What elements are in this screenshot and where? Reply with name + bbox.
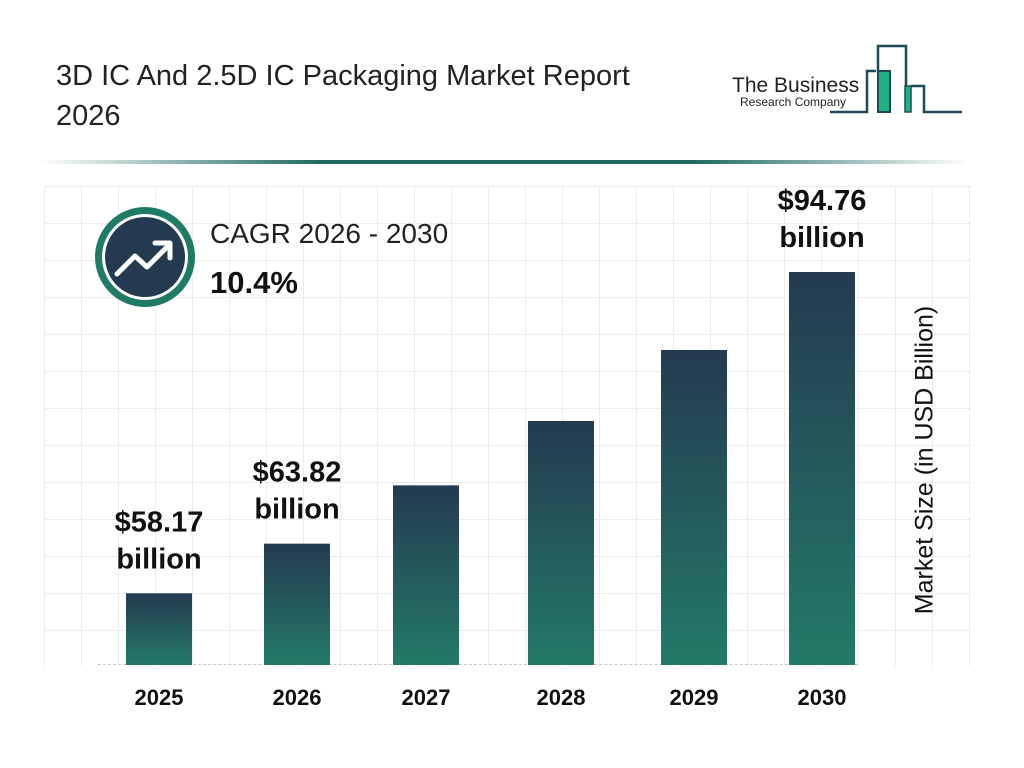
cagr-badge <box>95 207 195 307</box>
logo-line2: Research Company <box>740 95 846 109</box>
data-label: $94.76 <box>778 185 867 217</box>
logo-graphic: The Business Research Company <box>732 44 962 114</box>
bar-2025 <box>126 593 192 665</box>
x-tick-label: 2026 <box>273 685 322 710</box>
header-divider <box>40 160 970 164</box>
data-label: billion <box>254 494 339 526</box>
data-label: billion <box>779 222 864 254</box>
bar-2029 <box>661 349 727 665</box>
x-tick-label: 2028 <box>537 685 586 710</box>
y-axis-label: Market Size (in USD Billion) <box>910 305 939 615</box>
logo: The Business Research Company <box>730 44 965 124</box>
page-title: 3D IC And 2.5D IC Packaging Market Repor… <box>56 60 630 132</box>
data-label: $58.17 <box>115 506 204 538</box>
x-tick-label: 2030 <box>798 685 847 710</box>
bar-2026 <box>264 543 330 665</box>
trending-up-icon <box>114 240 173 277</box>
bar-2028 <box>528 421 594 665</box>
logo-line1: The Business <box>732 74 859 97</box>
x-tick-label: 2029 <box>670 685 719 710</box>
bar-2027 <box>393 485 459 665</box>
cagr-label: CAGR 2026 - 2030 <box>210 218 449 249</box>
data-label: $63.82 <box>253 457 342 489</box>
x-tick-label: 2025 <box>135 685 184 710</box>
x-axis-baseline <box>98 664 858 665</box>
cagr-value: 10.4% <box>210 265 298 300</box>
x-tick-label: 2027 <box>402 685 451 710</box>
data-label: billion <box>116 543 201 575</box>
bar-2030 <box>789 272 855 665</box>
